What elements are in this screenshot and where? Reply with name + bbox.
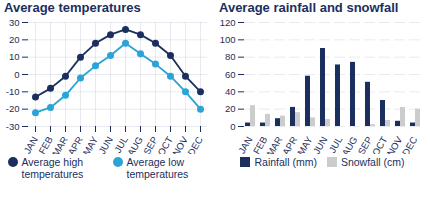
svg-text:60: 60 xyxy=(225,69,236,80)
svg-text:-30: -30 xyxy=(6,121,20,132)
svg-text:JUN: JUN xyxy=(96,134,115,154)
svg-text:20: 20 xyxy=(9,34,20,45)
svg-text:40: 40 xyxy=(225,86,236,97)
svg-text:DEC: DEC xyxy=(185,134,205,154)
html-text:Average high temperatures: Average high temperatures xyxy=(21,156,84,180)
html-text:Average low temperatures: Average low temperatures xyxy=(126,156,189,180)
svg-text:0: 0 xyxy=(230,121,235,132)
svg-text:100: 100 xyxy=(220,34,236,45)
svg-text:80: 80 xyxy=(225,51,236,62)
html-text:Average rainfall and snowfall: Average rainfall and snowfall xyxy=(219,0,399,15)
svg-text:30: 30 xyxy=(9,17,20,28)
svg-text:DEC: DEC xyxy=(400,134,420,154)
html-text:Rainfall (mm): Rainfall (mm) xyxy=(254,156,317,168)
html-text:Snowfall (cm): Snowfall (cm) xyxy=(340,156,405,168)
svg-text:120: 120 xyxy=(220,17,236,28)
svg-text:JUN: JUN xyxy=(311,134,330,154)
svg-text:-10: -10 xyxy=(6,86,20,97)
html-text:Average temperatures: Average temperatures xyxy=(4,0,141,15)
svg-text:20: 20 xyxy=(225,103,236,114)
svg-text:0: 0 xyxy=(14,69,19,80)
svg-text:10: 10 xyxy=(9,51,20,62)
svg-text:-20: -20 xyxy=(6,103,20,114)
